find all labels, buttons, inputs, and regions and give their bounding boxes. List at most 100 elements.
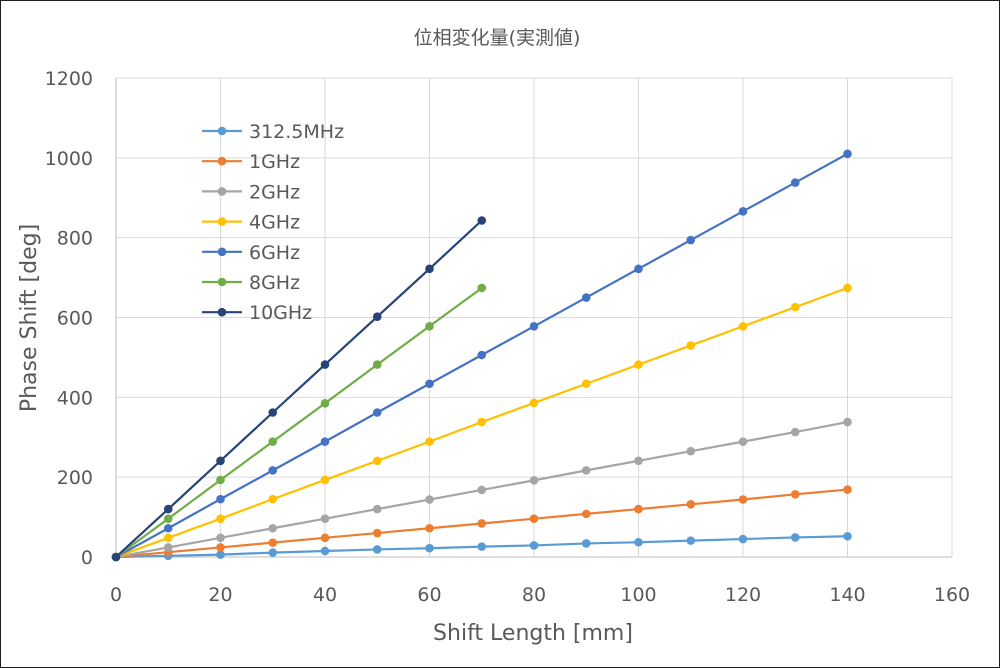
series-4GHz: [111, 283, 852, 562]
data-point: [425, 437, 434, 446]
data-point: [790, 533, 800, 542]
data-point: [634, 537, 643, 547]
data-point: [320, 399, 330, 408]
legend-marker: [217, 156, 227, 166]
y-axis-title: Phase Shift [deg]: [17, 224, 42, 412]
data-point: [268, 408, 278, 417]
y-tick-label: 0: [81, 547, 93, 569]
data-point: [738, 207, 748, 216]
data-point: [216, 533, 225, 543]
legend-item: 312.5MHz: [202, 121, 344, 143]
gridlines: [115, 77, 953, 558]
legend-item: 10GHz: [202, 302, 312, 324]
legend-label: 4GHz: [249, 212, 300, 234]
data-point: [425, 523, 434, 533]
y-tick-label: 600: [57, 308, 93, 330]
data-point: [425, 495, 434, 504]
legend-label: 1GHz: [249, 151, 300, 173]
data-point: [686, 500, 696, 509]
data-point: [216, 494, 225, 504]
data-point: [634, 264, 643, 274]
data-point: [529, 398, 539, 408]
data-point: [163, 514, 173, 523]
x-tick-label: 160: [934, 584, 970, 606]
series-line: [115, 287, 483, 558]
data-point: [372, 408, 382, 417]
data-point: [216, 550, 225, 559]
data-point: [686, 446, 696, 456]
y-tick-label: 1200: [45, 68, 93, 90]
data-point: [425, 321, 434, 331]
data-point: [320, 360, 330, 369]
data-point: [686, 536, 696, 545]
data-point: [477, 216, 487, 225]
x-tick-label: 80: [522, 584, 546, 606]
x-axis-title: Shift Length [mm]: [433, 621, 633, 646]
data-point: [477, 350, 487, 360]
y-tick-label: 1000: [45, 148, 93, 170]
legend-item: 4GHz: [202, 212, 300, 234]
data-point: [268, 548, 278, 557]
data-point: [425, 264, 434, 274]
data-point: [216, 475, 225, 485]
data-point: [372, 360, 382, 369]
legend-label: 6GHz: [249, 242, 300, 264]
data-point: [320, 475, 330, 485]
legend-label: 312.5MHz: [249, 121, 344, 143]
legend-label: 10GHz: [249, 302, 312, 324]
data-point: [843, 485, 852, 494]
x-tick-label: 0: [110, 584, 122, 606]
series-10GHz: [111, 216, 487, 562]
data-point: [738, 321, 748, 331]
data-point: [477, 417, 487, 427]
chart-title: 位相変化量(実測値): [414, 27, 581, 49]
x-tick-label: 140: [829, 584, 865, 606]
data-point: [268, 494, 278, 504]
data-point: [477, 485, 487, 495]
x-tick-label: 60: [417, 584, 441, 606]
series-6GHz: [111, 149, 852, 562]
data-point: [163, 533, 173, 543]
data-point: [529, 476, 539, 485]
data-point: [686, 235, 696, 245]
data-point: [790, 490, 800, 499]
data-point: [163, 523, 173, 533]
data-point: [216, 514, 225, 523]
data-point: [581, 466, 591, 475]
series-line: [115, 219, 483, 558]
data-point: [581, 379, 591, 389]
data-point: [216, 543, 225, 552]
data-point: [268, 466, 278, 475]
data-point: [738, 534, 748, 544]
legend-label: 8GHz: [249, 272, 300, 294]
data-point: [268, 437, 278, 446]
data-point: [163, 504, 173, 514]
x-tick-label: 40: [313, 584, 337, 606]
data-point: [790, 302, 800, 312]
data-point: [372, 504, 382, 514]
data-point: [320, 533, 330, 543]
x-tick-label: 100: [620, 584, 656, 606]
legend-item: 1GHz: [202, 151, 300, 173]
data-point: [425, 543, 434, 553]
data-point: [686, 341, 696, 350]
data-point: [738, 437, 748, 446]
data-point: [634, 504, 643, 514]
data-point: [738, 495, 748, 504]
data-point: [843, 417, 852, 427]
data-point: [372, 528, 382, 538]
data-point: [634, 456, 643, 466]
data-point: [320, 437, 330, 446]
y-tick-label: 800: [57, 228, 93, 250]
data-point: [581, 293, 591, 302]
data-point: [320, 546, 330, 556]
data-point: [372, 312, 382, 322]
data-point: [529, 514, 539, 523]
data-point: [163, 543, 173, 552]
legend-marker: [217, 217, 227, 226]
data-point: [843, 149, 852, 159]
data-point: [529, 541, 539, 550]
data-point: [843, 531, 852, 541]
data-point: [268, 538, 278, 547]
